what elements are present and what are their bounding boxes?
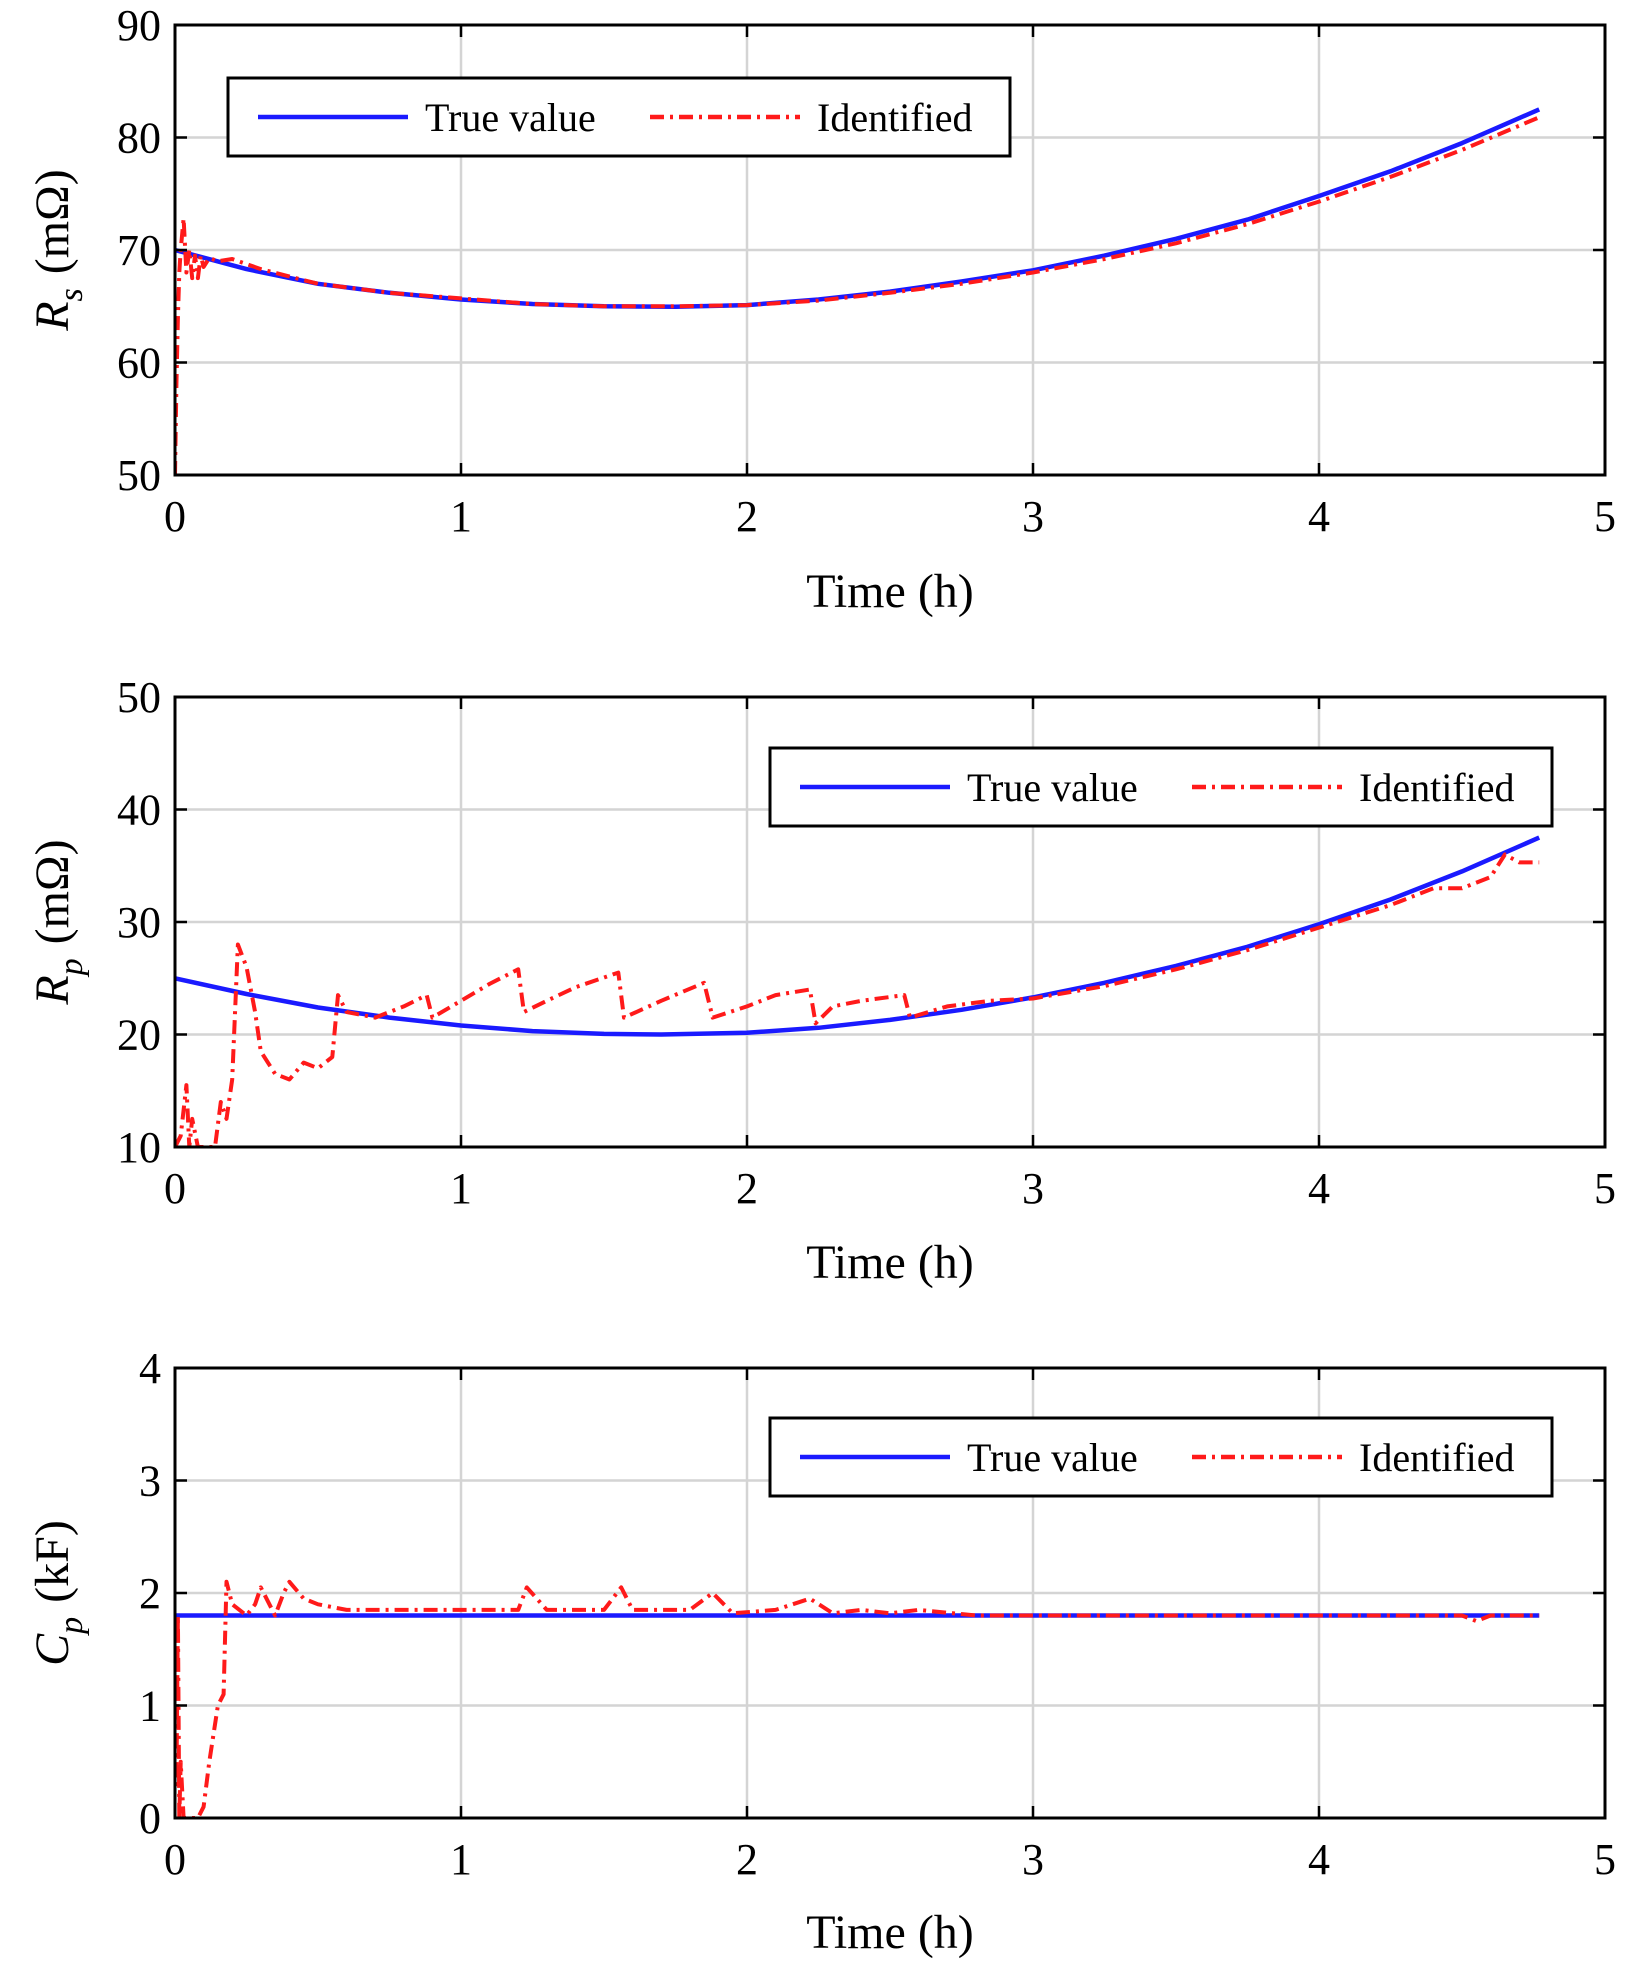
rs-x-tick-label: 0	[164, 492, 186, 541]
cp-y-tick-label: 1	[139, 1682, 161, 1731]
rp-x-axis-label: Time (h)	[806, 1236, 974, 1289]
rs-panel: 0 1 2 3 4 5 50 60 70 80 90 Time (h) Rs (mΩ) True v…	[26, 1, 1616, 618]
rs-x-tick-label: 2	[736, 492, 758, 541]
cp-y-tick-label: 4	[139, 1344, 161, 1393]
rs-y-axis-unit: (mΩ)	[26, 169, 79, 274]
cp-legend-identified-label: Identified	[1359, 1435, 1515, 1480]
rp-x-tick-label: 3	[1022, 1164, 1044, 1213]
rp-legend-true-label: True value	[967, 765, 1138, 810]
rp-x-tick-label: 5	[1594, 1164, 1616, 1213]
cp-y-axis-symbol: C	[26, 1633, 79, 1666]
cp-x-tick-label: 1	[450, 1835, 472, 1884]
rp-series-identified	[175, 852, 1540, 1147]
rp-x-tick-label: 2	[736, 1164, 758, 1213]
rs-y-tick-label: 80	[117, 114, 161, 163]
rp-y-ticks: 10 20 30 40 50	[117, 673, 1605, 1172]
cp-y-ticks: 0 1 2 3 4	[139, 1344, 1605, 1843]
cp-legend: True value Identified	[768, 1416, 1554, 1498]
rp-legend-identified-label: Identified	[1359, 765, 1515, 810]
cp-x-tick-label: 0	[164, 1835, 186, 1884]
rs-x-tick-label: 5	[1594, 492, 1616, 541]
rs-y-tick-label: 70	[117, 226, 161, 275]
rs-y-ticks: 50 60 70 80 90	[117, 1, 1605, 500]
cp-y-axis-unit: (kF)	[26, 1520, 79, 1603]
rs-series-identified	[175, 115, 1540, 475]
rp-y-tick-label: 40	[117, 786, 161, 835]
rp-y-axis-subscript: p	[53, 958, 90, 977]
rs-legend-true-label: True value	[425, 95, 596, 140]
rs-y-tick-label: 60	[117, 339, 161, 388]
cp-x-axis-label: Time (h)	[806, 1906, 974, 1959]
rp-y-axis-unit: (mΩ)	[26, 839, 79, 944]
rp-y-tick-label: 50	[117, 673, 161, 722]
rp-x-ticks: 0 1 2 3 4 5	[164, 697, 1616, 1213]
rs-legend: True value Identified	[226, 76, 1012, 158]
rp-series	[175, 835, 1541, 1147]
cp-panel: 0 1 2 3 4 5 0 1 2 3 4 Time (h) Cp (kF) True value …	[26, 1344, 1616, 1959]
rs-y-axis-symbol: R	[26, 301, 79, 331]
rp-x-tick-label: 0	[164, 1164, 186, 1213]
cp-y-tick-label: 2	[139, 1569, 161, 1618]
rp-legend: True value Identified	[768, 746, 1554, 828]
cp-x-tick-label: 2	[736, 1835, 758, 1884]
rs-x-tick-label: 4	[1308, 492, 1330, 541]
rp-panel: 0 1 2 3 4 5 10 20 30 40 50 Time (h) Rp (mΩ) True v…	[26, 673, 1616, 1289]
cp-x-tick-label: 4	[1308, 1835, 1330, 1884]
cp-x-tick-label: 5	[1594, 1835, 1616, 1884]
cp-y-axis-label: Cp (kF)	[26, 1520, 90, 1666]
rp-y-axis-label: Rp (mΩ)	[26, 839, 90, 1005]
cp-y-axis-subscript: p	[53, 1617, 90, 1636]
rs-y-axis-subscript: s	[53, 288, 90, 301]
cp-x-tick-label: 3	[1022, 1835, 1044, 1884]
rp-y-tick-label: 20	[117, 1011, 161, 1060]
rp-y-tick-label: 30	[117, 898, 161, 947]
rs-x-tick-label: 1	[450, 492, 472, 541]
rp-y-axis-symbol: R	[26, 975, 79, 1005]
rs-y-axis-label: Rs (mΩ)	[26, 169, 90, 332]
cp-legend-true-label: True value	[967, 1435, 1138, 1480]
cp-series-identified	[175, 1579, 1540, 1818]
rs-x-axis-label: Time (h)	[806, 565, 974, 618]
rs-x-tick-label: 3	[1022, 492, 1044, 541]
rs-series	[175, 107, 1541, 475]
rs-y-tick-label: 90	[117, 1, 161, 50]
rp-x-tick-label: 4	[1308, 1164, 1330, 1213]
rp-x-tick-label: 1	[450, 1164, 472, 1213]
rp-y-tick-label: 10	[117, 1123, 161, 1172]
cp-series	[175, 1579, 1540, 1818]
rs-legend-identified-label: Identified	[817, 95, 973, 140]
cp-x-ticks: 0 1 2 3 4 5	[164, 1368, 1616, 1884]
cp-y-tick-label: 3	[139, 1457, 161, 1506]
rs-y-tick-label: 50	[117, 451, 161, 500]
cp-y-tick-label: 0	[139, 1794, 161, 1843]
rs-x-ticks: 0 1 2 3 4 5	[164, 25, 1616, 541]
rp-series-true-value	[175, 835, 1541, 1037]
